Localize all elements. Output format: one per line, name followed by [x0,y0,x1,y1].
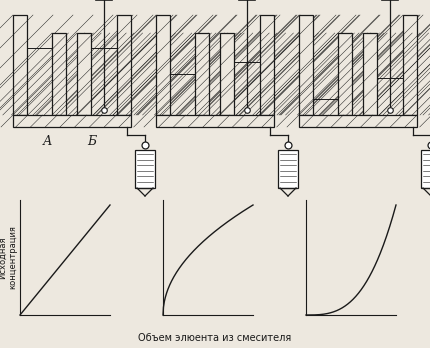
Bar [117,15,131,115]
Bar [77,33,91,115]
Bar [220,33,234,115]
Bar [195,33,209,115]
Bar [299,15,313,115]
Bar [135,150,155,188]
Text: Исходная
концентрация: Исходная концентрация [0,226,18,290]
Bar [13,115,131,127]
Bar [338,33,352,115]
Text: Объем элюента из смесителя: Объем элюента из смесителя [138,333,292,343]
Text: А: А [42,135,52,148]
Bar [13,15,27,115]
Text: Б: Б [87,135,97,148]
Bar [363,33,377,115]
Bar [278,150,298,188]
Bar [156,15,170,115]
Bar [403,15,417,115]
Bar [299,115,417,127]
Bar [421,150,430,188]
Bar [156,115,274,127]
Bar [260,15,274,115]
Bar [52,33,66,115]
